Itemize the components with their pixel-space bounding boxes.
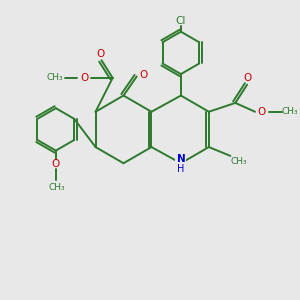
FancyBboxPatch shape: [175, 156, 187, 172]
FancyBboxPatch shape: [97, 50, 105, 58]
Text: CH₃: CH₃: [281, 107, 298, 116]
Text: CH₃: CH₃: [49, 183, 66, 192]
Text: O: O: [244, 73, 252, 83]
Text: CH₃: CH₃: [47, 74, 64, 82]
FancyBboxPatch shape: [257, 108, 266, 116]
Text: Cl: Cl: [176, 16, 186, 26]
Text: O: O: [139, 70, 147, 80]
Text: O: O: [80, 73, 89, 83]
Text: CH₃: CH₃: [230, 157, 247, 166]
FancyBboxPatch shape: [139, 71, 148, 80]
Text: H: H: [177, 164, 184, 174]
FancyBboxPatch shape: [81, 74, 89, 82]
Text: O: O: [257, 107, 266, 117]
Text: N: N: [176, 154, 185, 164]
FancyBboxPatch shape: [52, 160, 60, 168]
Text: O: O: [52, 159, 60, 169]
FancyBboxPatch shape: [244, 74, 252, 82]
Text: O: O: [97, 49, 105, 59]
